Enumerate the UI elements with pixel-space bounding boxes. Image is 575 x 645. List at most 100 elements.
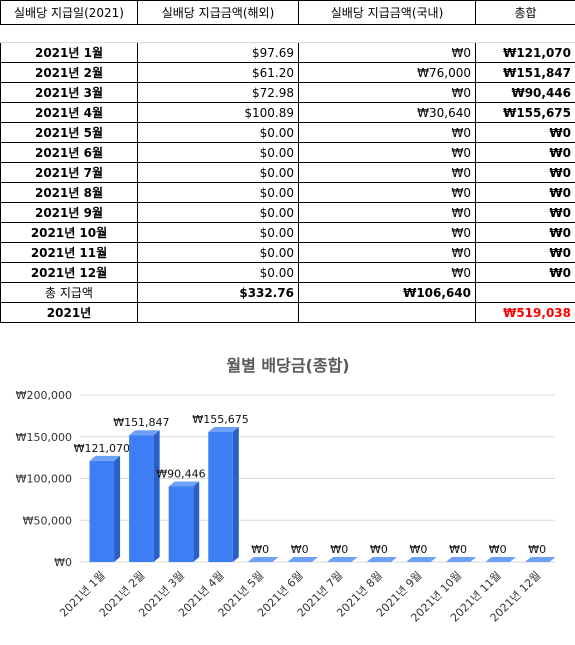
bar-top-face [524,557,556,562]
domestic-cell[interactable]: ₩0 [298,222,476,243]
domestic-cell[interactable]: ₩0 [298,122,476,143]
month-cell[interactable]: 2021년 6월 [0,142,138,163]
chart-canvas: 월별 배당금(종합) ₩0 ₩50,000 ₩100,000 ₩150,000 ₩200… [0,342,575,645]
data-label: ₩0 [410,543,428,556]
sum-label-cell[interactable]: 총 지급액 [0,282,138,303]
bar [445,557,477,562]
domestic-cell[interactable]: ₩0 [298,82,476,103]
domestic-cell[interactable]: ₩76,000 [298,62,476,83]
empty-cell[interactable] [137,302,299,323]
domestic-cell[interactable]: ₩0 [298,42,476,63]
y-tick-label: ₩200,000 [16,389,72,402]
month-cell[interactable]: 2021년 5월 [0,122,138,143]
total-cell[interactable]: ₩155,675 [475,102,575,123]
header-cell[interactable]: 총합 [475,0,575,25]
total-cell[interactable]: ₩121,070 [475,42,575,63]
overseas-cell[interactable]: $100.89 [137,102,299,123]
total-cell[interactable]: ₩0 [475,242,575,263]
sum-domestic-cell[interactable]: ₩106,640 [298,282,476,303]
bar-top-face [247,557,279,562]
domestic-cell[interactable]: ₩0 [298,162,476,183]
bar [208,427,239,562]
overseas-cell[interactable]: $97.69 [137,42,299,63]
sum-total-cell[interactable] [475,282,575,303]
overseas-cell[interactable]: $61.20 [137,62,299,83]
month-cell[interactable]: 2021년 10월 [0,222,138,243]
total-cell[interactable]: ₩0 [475,202,575,223]
overseas-cell[interactable]: $0.00 [137,242,299,263]
domestic-cell[interactable]: ₩30,640 [298,102,476,123]
bar [485,557,516,562]
overseas-cell[interactable]: $0.00 [137,142,299,163]
header-cell[interactable]: 실배당 지급일(2021) [0,0,138,25]
overseas-cell[interactable]: $0.00 [137,182,299,203]
table-row: 2021년 11월 $0.00 ₩0 ₩0 [0,242,575,263]
table-row: 2021년 5월 $0.00 ₩0 ₩0 [0,122,575,143]
bar-top-face [366,557,398,562]
domestic-cell[interactable]: ₩0 [298,202,476,223]
year-label-cell[interactable]: 2021년 [0,302,138,323]
bar-side-face [232,427,239,562]
bar [129,430,160,562]
empty-cell[interactable] [475,24,575,43]
domestic-cell[interactable]: ₩0 [298,242,476,263]
bar-top-face [208,427,239,433]
overseas-cell[interactable]: $0.00 [137,262,299,283]
overseas-cell[interactable]: $0.00 [137,202,299,223]
month-cell[interactable]: 2021년 1월 [0,42,138,63]
empty-cell[interactable] [0,24,138,43]
table-row: 2021년 6월 $0.00 ₩0 ₩0 [0,142,575,163]
month-cell[interactable]: 2021년 2월 [0,62,138,83]
bar-top-face [89,455,121,461]
header-cell[interactable]: 실배당 지급금액(해외) [137,0,299,25]
bar [89,455,121,562]
month-cell[interactable]: 2021년 3월 [0,82,138,103]
overseas-cell[interactable]: $0.00 [137,222,299,243]
total-cell[interactable]: ₩0 [475,142,575,163]
empty-cell[interactable] [137,24,299,43]
domestic-cell[interactable]: ₩0 [298,182,476,203]
total-cell[interactable]: ₩0 [475,122,575,143]
overseas-cell[interactable]: $0.00 [137,122,299,143]
bar [366,557,398,562]
domestic-cell[interactable]: ₩0 [298,262,476,283]
domestic-cell[interactable]: ₩0 [298,142,476,163]
y-tick-label: ₩50,000 [23,514,72,527]
sum-overseas-cell[interactable]: $332.76 [137,282,299,303]
month-cell[interactable]: 2021년 4월 [0,102,138,123]
total-cell[interactable]: ₩151,847 [475,62,575,83]
total-cell[interactable]: ₩90,446 [475,82,575,103]
monthly-dividend-chart[interactable]: 월별 배당금(종합) ₩0 ₩50,000 ₩100,000 ₩150,000 ₩200… [0,342,575,645]
month-cell[interactable]: 2021년 9월 [0,202,138,223]
data-label: ₩155,675 [192,413,248,426]
month-cell[interactable]: 2021년 11월 [0,242,138,263]
empty-cell[interactable] [298,302,476,323]
data-label: ₩0 [370,543,388,556]
table-row: 2021년 2월 $61.20 ₩76,000 ₩151,847 [0,62,575,83]
month-cell[interactable]: 2021년 7월 [0,162,138,183]
bar [287,557,318,562]
table-row: 2021년 7월 $0.00 ₩0 ₩0 [0,162,575,183]
bar [247,557,279,562]
spreadsheet: 실배당 지급일(2021) 실배당 지급금액(해외) 실배당 지급금액(국내) … [0,0,575,323]
empty-cell[interactable] [298,24,476,43]
total-cell[interactable]: ₩0 [475,222,575,243]
y-tick-label: ₩150,000 [16,431,72,444]
header-cell[interactable]: 실배당 지급금액(국내) [298,0,476,25]
bar-top-face [287,557,318,562]
bar-top-face [129,430,160,436]
total-cell[interactable]: ₩0 [475,182,575,203]
total-cell[interactable]: ₩0 [475,162,575,183]
month-cell[interactable]: 2021년 8월 [0,182,138,203]
overseas-cell[interactable]: $72.98 [137,82,299,103]
bar-front-face [129,435,154,562]
month-cell[interactable]: 2021년 12월 [0,262,138,283]
bar-top-face [485,557,516,562]
year-total-row: 2021년 ₩519,038 [0,302,575,323]
year-total-cell[interactable]: ₩519,038 [475,302,575,323]
sum-row: 총 지급액 $332.76 ₩106,640 [0,282,575,303]
bar-front-face [168,486,194,562]
overseas-cell[interactable]: $0.00 [137,162,299,183]
total-cell[interactable]: ₩0 [475,262,575,283]
table-row: 2021년 1월 $97.69 ₩0 ₩121,070 [0,42,575,63]
